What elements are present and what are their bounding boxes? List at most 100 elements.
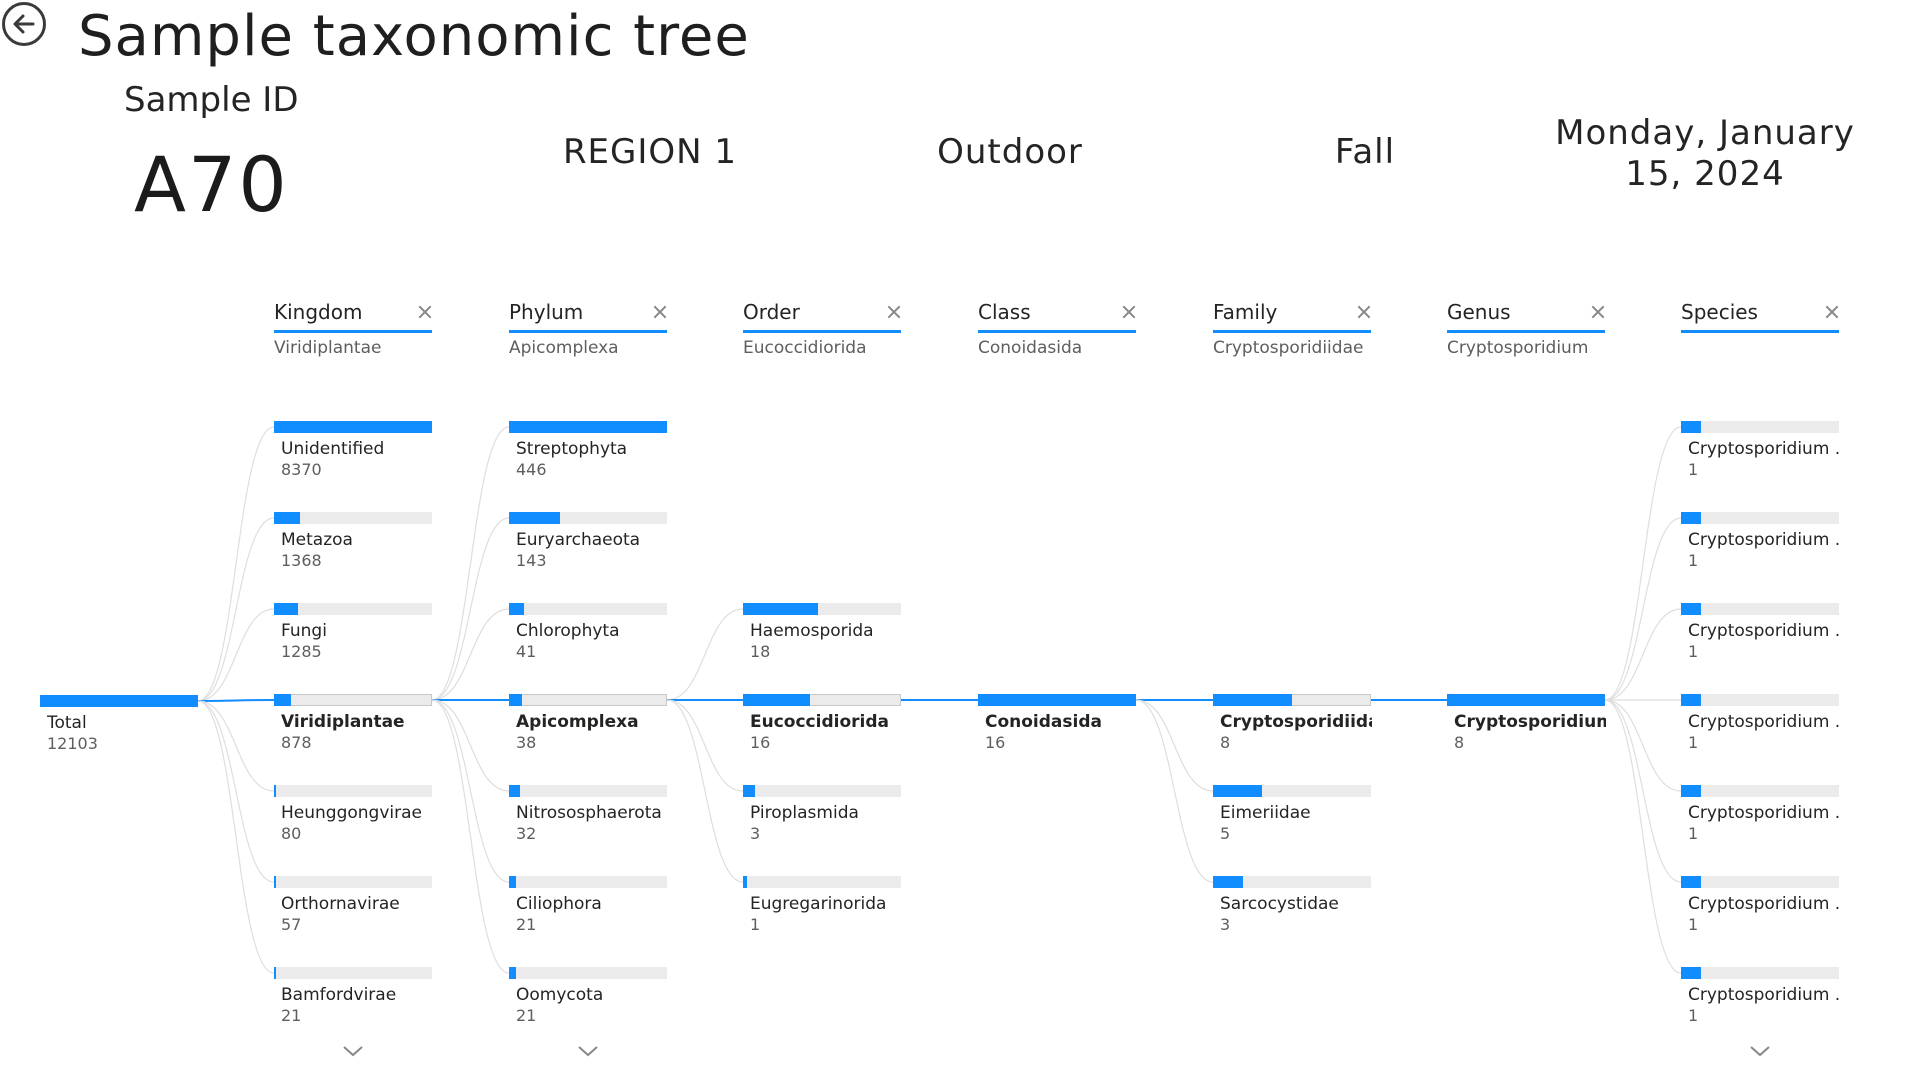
close-icon[interactable]: [1121, 304, 1137, 320]
page-title: Sample taxonomic tree: [78, 4, 750, 69]
tree-node-genus[interactable]: Cryptosporidium 8: [1447, 694, 1606, 760]
tree-node-family[interactable]: Cryptosporidiidae8: [1213, 694, 1372, 760]
level-underline: [1681, 330, 1839, 333]
tree-node-species[interactable]: Cryptosporidium ... 1: [1681, 512, 1840, 578]
level-header-kingdom: Kingdom Viridiplantae: [274, 300, 432, 358]
node-label: Conoidasida: [985, 712, 1102, 732]
node-bar-track: [509, 967, 667, 979]
node-label: Piroplasmida: [750, 803, 859, 823]
node-value: 1: [750, 915, 761, 934]
node-value: 1285: [281, 642, 322, 661]
tree-node-phylum[interactable]: Chlorophyta 41: [509, 603, 667, 669]
tree-node-phylum[interactable]: Euryarchaeota 143: [509, 512, 667, 578]
level-title: Kingdom: [274, 300, 363, 324]
node-value: 3: [750, 824, 761, 843]
close-icon[interactable]: [1356, 304, 1372, 320]
node-label: Eugregarinorida: [750, 894, 887, 914]
tree-node-phylum[interactable]: Streptophyta 446: [509, 421, 667, 487]
node-value: 1: [1688, 1006, 1699, 1025]
node-bar-fill: [509, 967, 516, 979]
tree-node-species[interactable]: Cryptosporidium ... 1: [1681, 603, 1840, 669]
tree-node-total[interactable]: Total 12103: [40, 695, 198, 761]
node-bar-track: [1681, 603, 1839, 615]
node-label: Streptophyta: [516, 439, 628, 459]
node-label: Cryptosporidium ...: [1688, 621, 1840, 641]
level-title: Class: [978, 300, 1031, 324]
level-header-class: Class Conoidasida: [978, 300, 1136, 358]
node-label: Haemosporida: [750, 621, 874, 641]
level-selected-value: Apicomplexa: [509, 338, 619, 358]
tree-node-kingdom[interactable]: Unidentified 8370: [274, 421, 432, 487]
node-bar-fill: [1681, 421, 1701, 433]
tree-node-order[interactable]: Haemosporida 18: [743, 603, 901, 669]
tree-node-kingdom[interactable]: Fungi 1285: [274, 603, 432, 669]
tree-node-phylum[interactable]: Nitrososphaerota 32: [509, 785, 667, 851]
tree-node-phylum[interactable]: Ciliophora 21: [509, 876, 667, 942]
node-bar-fill: [743, 694, 810, 706]
node-label: Unidentified: [281, 439, 385, 459]
tree-node-species[interactable]: Cryptosporidium ... 1: [1681, 421, 1840, 487]
node-bar-fill: [274, 876, 276, 888]
close-icon[interactable]: [417, 304, 433, 320]
tree-node-species[interactable]: Cryptosporidium ... 1: [1681, 967, 1840, 1033]
node-bar-fill: [274, 967, 276, 979]
tree-node-phylum[interactable]: Apicomplexa 38: [509, 694, 667, 760]
node-bar-track: [274, 876, 432, 888]
tree-node-species[interactable]: Cryptosporidium ... 1: [1681, 785, 1840, 851]
node-bar-fill: [1681, 512, 1701, 524]
level-underline: [743, 330, 901, 333]
tree-node-kingdom[interactable]: Viridiplantae 878: [274, 694, 432, 760]
tree-link: [197, 700, 275, 792]
back-button[interactable]: [2, 2, 46, 46]
node-value: 21: [516, 915, 537, 934]
tree-node-family[interactable]: Sarcocystidae 3: [1213, 876, 1371, 942]
tree-node-species[interactable]: Cryptosporidium ... 1: [1681, 694, 1840, 760]
node-label: Fungi: [281, 621, 327, 641]
close-icon[interactable]: [1824, 304, 1840, 320]
tree-node-family[interactable]: Eimeriidae 5: [1213, 785, 1371, 851]
tree-node-order[interactable]: Eugregarinorida 1: [743, 876, 901, 942]
close-icon[interactable]: [652, 304, 668, 320]
tree-node-order[interactable]: Eucoccidiorida 16: [743, 694, 901, 760]
node-value: 3: [1220, 915, 1231, 934]
node-bar-track: [1681, 512, 1839, 524]
level-header-family: Family Cryptosporidiidae: [1213, 300, 1371, 358]
node-value: 8: [1220, 733, 1231, 752]
node-bar-track: [1213, 876, 1371, 888]
node-bar-fill: [1213, 785, 1262, 797]
node-label: Cryptosporidiidae: [1220, 712, 1372, 732]
tree-node-kingdom[interactable]: Bamfordvirae 21: [274, 967, 432, 1033]
tree-link: [1604, 426, 1682, 701]
node-bar-fill: [274, 694, 291, 706]
close-icon[interactable]: [1590, 304, 1606, 320]
tree-node-kingdom[interactable]: Metazoa 1368: [274, 512, 432, 578]
chevron-down-icon[interactable]: [341, 1043, 365, 1059]
tree-link: [666, 699, 744, 883]
date-card: Monday, January 15, 2024: [1540, 113, 1870, 195]
tree-link: [431, 699, 510, 974]
node-bar-fill: [1681, 603, 1701, 615]
node-value: 16: [750, 733, 771, 752]
node-value: 38: [516, 733, 537, 752]
tree-node-kingdom[interactable]: Heunggongvirae 80: [274, 785, 432, 851]
sample-id-value: A70: [134, 140, 289, 229]
tree-node-order[interactable]: Piroplasmida 3: [743, 785, 901, 851]
node-label: Bamfordvirae: [281, 985, 397, 1005]
node-bar-fill: [509, 694, 522, 706]
level-underline: [509, 330, 667, 333]
tree-node-kingdom[interactable]: Orthornavirae 57: [274, 876, 432, 942]
tree-link: [1135, 699, 1214, 883]
level-header-order: Order Eucoccidiorida: [743, 300, 901, 358]
node-bar-fill: [1681, 876, 1701, 888]
node-bar-fill: [1681, 694, 1701, 706]
tree-node-phylum[interactable]: Oomycota 21: [509, 967, 667, 1033]
chevron-down-icon[interactable]: [576, 1043, 600, 1059]
tree-node-species[interactable]: Cryptosporidium ... 1: [1681, 876, 1840, 942]
tree-node-class[interactable]: Conoidasida 16: [978, 694, 1136, 760]
close-icon[interactable]: [886, 304, 902, 320]
level-underline: [1447, 330, 1605, 333]
node-bar-fill: [743, 876, 747, 888]
chevron-down-icon[interactable]: [1748, 1043, 1772, 1059]
